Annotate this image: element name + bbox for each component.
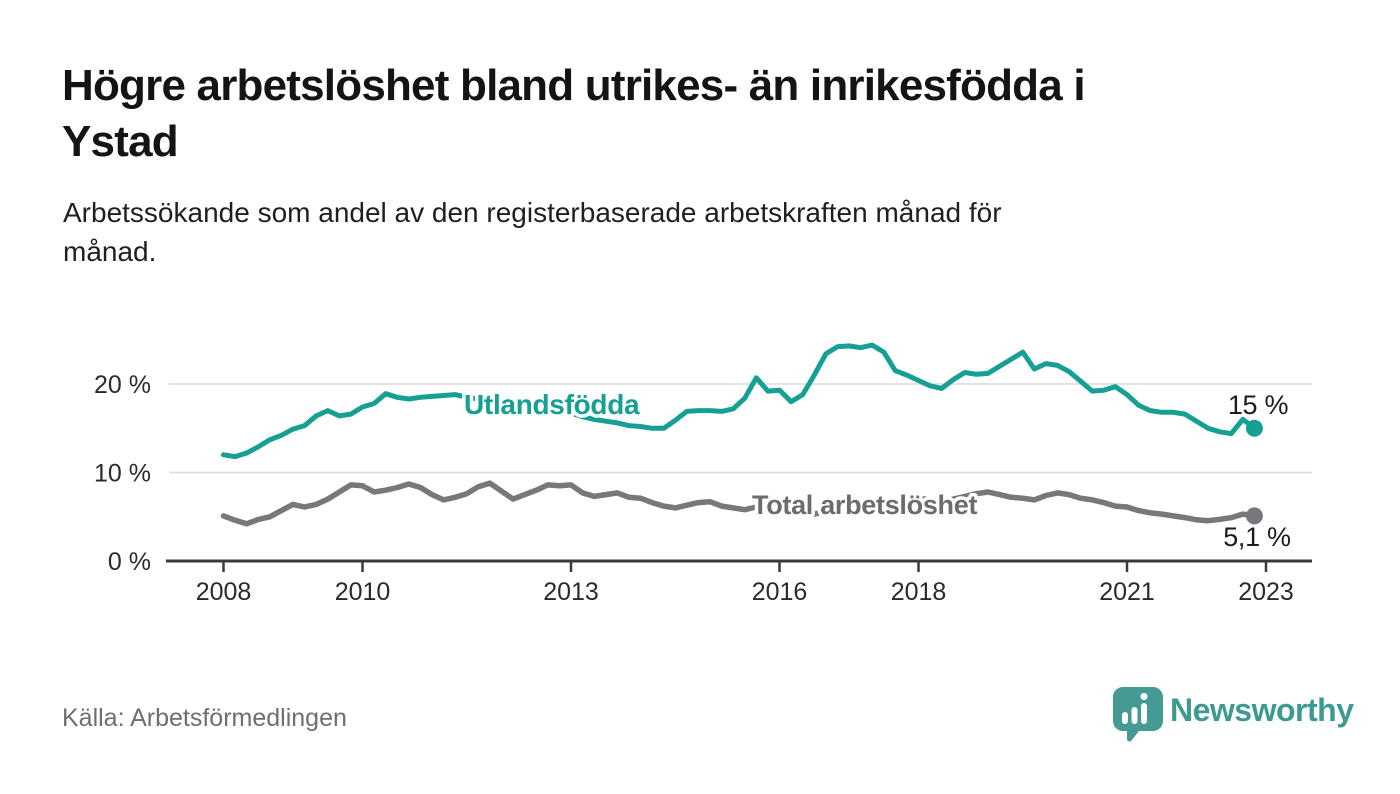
page-title-line2: Ystad <box>62 117 179 166</box>
series-line-utlandsfodda <box>221 342 1257 460</box>
y-axis-tick-label-20: 20 % <box>94 371 151 399</box>
end-label-utlandsfodda: 15 % <box>1228 390 1289 420</box>
series-end-dot-total <box>1245 507 1263 525</box>
series-label-total: Total arbetslöshet <box>752 490 977 520</box>
page-subtitle-line1: Arbetssökande som andel av den registerb… <box>63 197 1002 228</box>
x-axis-tick-label-2023: 2023 <box>1238 578 1294 606</box>
series-line-total <box>220 480 1258 527</box>
page-title-line1: Högre arbetslöshet bland utrikes- än inr… <box>62 61 1086 110</box>
x-axis-tick-label-2016: 2016 <box>752 578 808 606</box>
end-label-total: 5,1 % <box>1223 522 1291 552</box>
brand-logo: Newsworthy <box>1112 684 1354 746</box>
series-end-dot-utlandsfodda <box>1245 419 1263 437</box>
y-axis-tick-label-10: 10 % <box>94 460 151 488</box>
page-subtitle: Arbetssökande som andel av den registerb… <box>63 193 1303 271</box>
y-axis-tick-label-0: 0 % <box>108 548 151 576</box>
x-axis-tick-label-2010: 2010 <box>335 578 391 606</box>
source-note: Källa: Arbetsförmedlingen <box>62 704 347 732</box>
x-axis-tick-label-2008: 2008 <box>196 578 252 606</box>
x-axis-tick-label-2021: 2021 <box>1099 578 1155 606</box>
series-label-utlandsfodda: Utlandsfödda <box>464 389 640 420</box>
newsworthy-speech-bubble-chart-icon <box>1113 687 1163 742</box>
x-axis-tick-label-2018: 2018 <box>891 578 947 606</box>
x-axis-tick-label-2013: 2013 <box>543 578 599 606</box>
page-title: Högre arbetslöshet bland utrikes- än inr… <box>62 58 1362 170</box>
brand-wordmark: Newsworthy <box>1170 692 1354 728</box>
page-subtitle-line2: månad. <box>63 236 157 267</box>
